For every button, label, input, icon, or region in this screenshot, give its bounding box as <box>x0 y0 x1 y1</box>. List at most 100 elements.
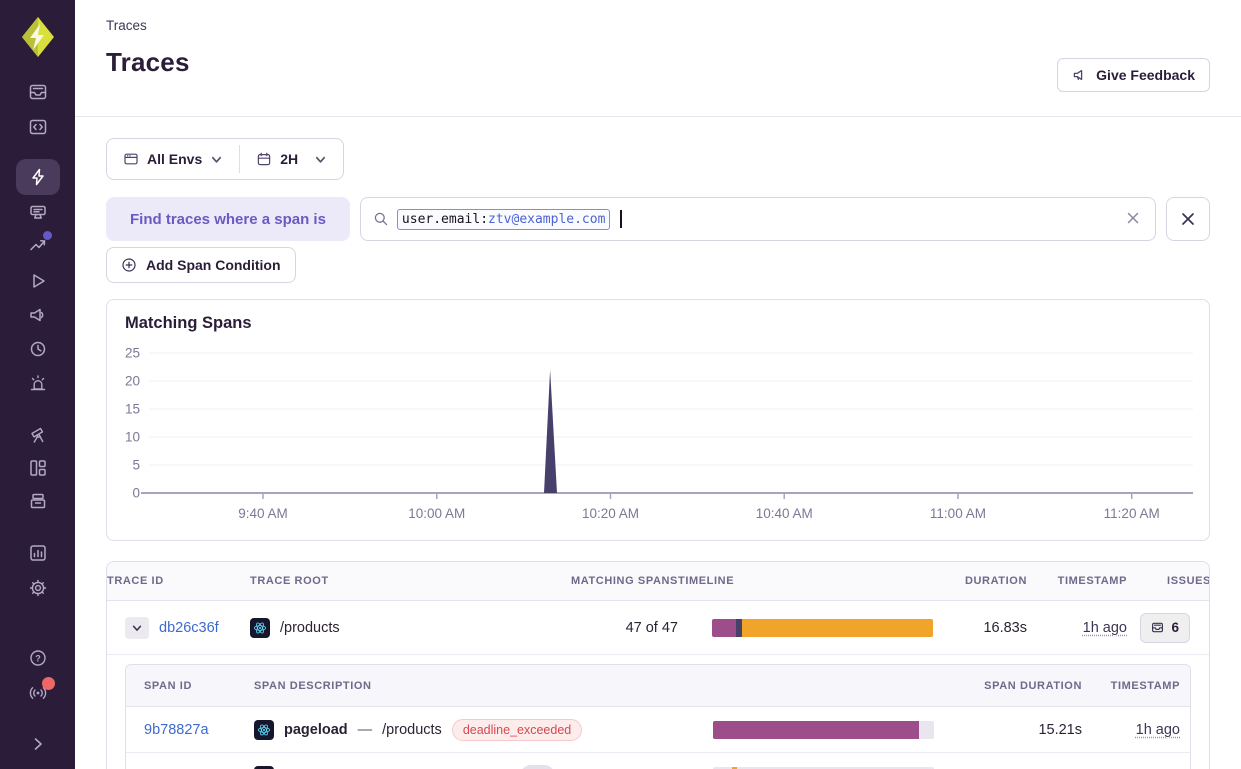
remove-condition-button[interactable] <box>1166 197 1210 241</box>
span-id-link[interactable]: 9b78827a <box>144 722 209 738</box>
sidebar-item-alerts[interactable] <box>28 373 48 393</box>
sentry-logo[interactable] <box>17 14 59 60</box>
col-span-timestamp: TIMESTAMP <box>1082 680 1191 692</box>
svg-text:?: ? <box>35 654 41 664</box>
sidebar-item-replays[interactable] <box>28 202 48 222</box>
span-duration-bar <box>713 721 934 739</box>
matching-spans-chart-panel: Matching Spans 05101520259:40 AM10:00 AM… <box>106 299 1210 541</box>
svg-text:10:20 AM: 10:20 AM <box>582 506 639 521</box>
sidebar-item-insights[interactable] <box>28 235 48 255</box>
svg-text:11:00 AM: 11:00 AM <box>930 506 986 521</box>
megaphone-icon <box>1072 67 1088 83</box>
traces-table: TRACE ID TRACE ROOT MATCHING SPANS TIMEL… <box>106 561 1210 769</box>
sidebar-item-dashboards[interactable] <box>28 458 48 478</box>
clear-search-icon[interactable] <box>1125 210 1143 228</box>
add-span-condition-label: Add Span Condition <box>146 257 281 273</box>
token-key: user.email: <box>402 212 488 227</box>
sidebar-item-crons[interactable] <box>28 339 48 359</box>
span-description: /products <box>382 722 442 738</box>
give-feedback-button[interactable]: Give Feedback <box>1057 58 1210 92</box>
col-issues: ISSUES <box>1127 575 1210 587</box>
span-timestamp[interactable]: 1h ago <box>1136 722 1180 738</box>
page-header: Traces Traces Give Feedback <box>75 0 1241 117</box>
environment-filter-label: All Envs <box>147 151 202 167</box>
span-condition-context-label: Find traces where a span is <box>106 197 350 241</box>
svg-text:25: 25 <box>125 346 140 361</box>
span-status-badge: ok <box>520 765 555 769</box>
span-table: SPAN ID SPAN DESCRIPTION SPAN DURATION T… <box>125 664 1191 769</box>
page-title: Traces <box>106 47 1210 78</box>
main-content: Traces Traces Give Feedback All Envs <box>75 0 1241 769</box>
col-trace-root: TRACE ROOT <box>250 575 536 587</box>
date-range-filter[interactable]: 2H <box>240 139 343 179</box>
environment-filter[interactable]: All Envs <box>107 139 239 179</box>
svg-text:10:00 AM: 10:00 AM <box>408 506 465 521</box>
svg-text:10:40 AM: 10:40 AM <box>756 506 813 521</box>
breadcrumb[interactable]: Traces <box>106 18 1210 33</box>
chevron-down-icon <box>314 153 327 166</box>
span-row: b7a7e441 ex http.server — GET /organizat… <box>126 753 1190 769</box>
col-span-description: SPAN DESCRIPTION <box>254 680 713 692</box>
trace-row: db26c36f /products 47 of 47 16.83s 1h ag… <box>107 601 1209 655</box>
matching-spans-chart: 05101520259:40 AM10:00 AM10:20 AM10:40 A… <box>107 300 1210 541</box>
add-span-condition-button[interactable]: Add Span Condition <box>106 247 296 283</box>
matching-spans-count: 47 of 47 <box>536 620 678 636</box>
collapse-trace-chevron-icon[interactable] <box>125 617 149 639</box>
sidebar-item-discover[interactable] <box>28 425 48 445</box>
search-filter-token[interactable]: user.email:ztv@example.com <box>397 209 611 230</box>
span-op: pageload <box>284 722 348 738</box>
broadcast-notification-dot <box>42 677 55 690</box>
col-duration: DURATION <box>933 575 1027 587</box>
broadcast-icon[interactable] <box>28 683 48 703</box>
trace-timestamp[interactable]: 1h ago <box>1083 620 1127 636</box>
sidebar-item-stats[interactable] <box>28 543 48 563</box>
issues-icon <box>1151 621 1164 634</box>
svg-text:15: 15 <box>125 402 140 417</box>
col-timeline: TIMELINE <box>678 575 933 587</box>
span-row: 9b78827a pageload — /products deadline_e… <box>126 707 1190 753</box>
chevron-down-icon <box>210 153 223 166</box>
separator-dash: — <box>358 722 373 738</box>
expand-sidebar-chevron-icon[interactable] <box>28 734 48 754</box>
svg-text:0: 0 <box>132 486 140 501</box>
col-span-id: SPAN ID <box>126 680 254 692</box>
trace-issues-button[interactable]: 6 <box>1140 613 1190 643</box>
svg-text:9:40 AM: 9:40 AM <box>238 506 288 521</box>
text-cursor <box>620 210 622 228</box>
trace-issues-count: 6 <box>1171 620 1179 635</box>
filter-bar: All Envs 2H <box>106 138 344 180</box>
react-platform-icon <box>254 720 274 740</box>
give-feedback-label: Give Feedback <box>1096 67 1195 83</box>
trace-id-link[interactable]: db26c36f <box>159 620 219 636</box>
token-value: ztv@example.com <box>488 212 605 227</box>
svg-text:10: 10 <box>125 430 140 445</box>
traces-table-header: TRACE ID TRACE ROOT MATCHING SPANS TIMEL… <box>107 562 1209 601</box>
react-platform-icon <box>250 618 270 638</box>
col-span-duration: SPAN DURATION <box>934 680 1082 692</box>
span-duration: 15.21s <box>934 722 1082 738</box>
span-status-badge: deadline_exceeded <box>452 719 582 741</box>
sidebar-item-explore[interactable] <box>28 117 48 137</box>
help-icon[interactable]: ? <box>28 648 48 668</box>
svg-text:11:20 AM: 11:20 AM <box>1104 506 1160 521</box>
trace-root-label: /products <box>280 620 340 636</box>
sidebar-item-settings[interactable] <box>28 578 48 598</box>
span-search-input[interactable]: user.email:ztv@example.com <box>360 197 1156 241</box>
sidebar-item-issues[interactable] <box>28 82 48 102</box>
col-matching-spans: MATCHING SPANS <box>536 575 678 587</box>
date-range-label: 2H <box>280 151 298 167</box>
insights-notification-dot <box>43 231 52 240</box>
svg-text:5: 5 <box>132 458 140 473</box>
span-table-header: SPAN ID SPAN DESCRIPTION SPAN DURATION T… <box>126 665 1190 707</box>
col-timestamp: TIMESTAMP <box>1027 575 1127 587</box>
trace-duration: 16.83s <box>933 620 1027 636</box>
trace-timeline-bar <box>712 619 933 637</box>
sidebar-item-performance[interactable] <box>28 271 48 291</box>
sidebar-item-user-feedback[interactable] <box>28 305 48 325</box>
plus-circle-icon <box>121 257 137 273</box>
sidebar-item-traces[interactable] <box>28 167 48 187</box>
window-icon <box>123 151 139 167</box>
sidebar-item-releases[interactable] <box>28 491 48 511</box>
expanded-trace-section: SPAN ID SPAN DESCRIPTION SPAN DURATION T… <box>107 655 1209 769</box>
span-search-row: Find traces where a span is user.email:z… <box>106 197 1210 241</box>
